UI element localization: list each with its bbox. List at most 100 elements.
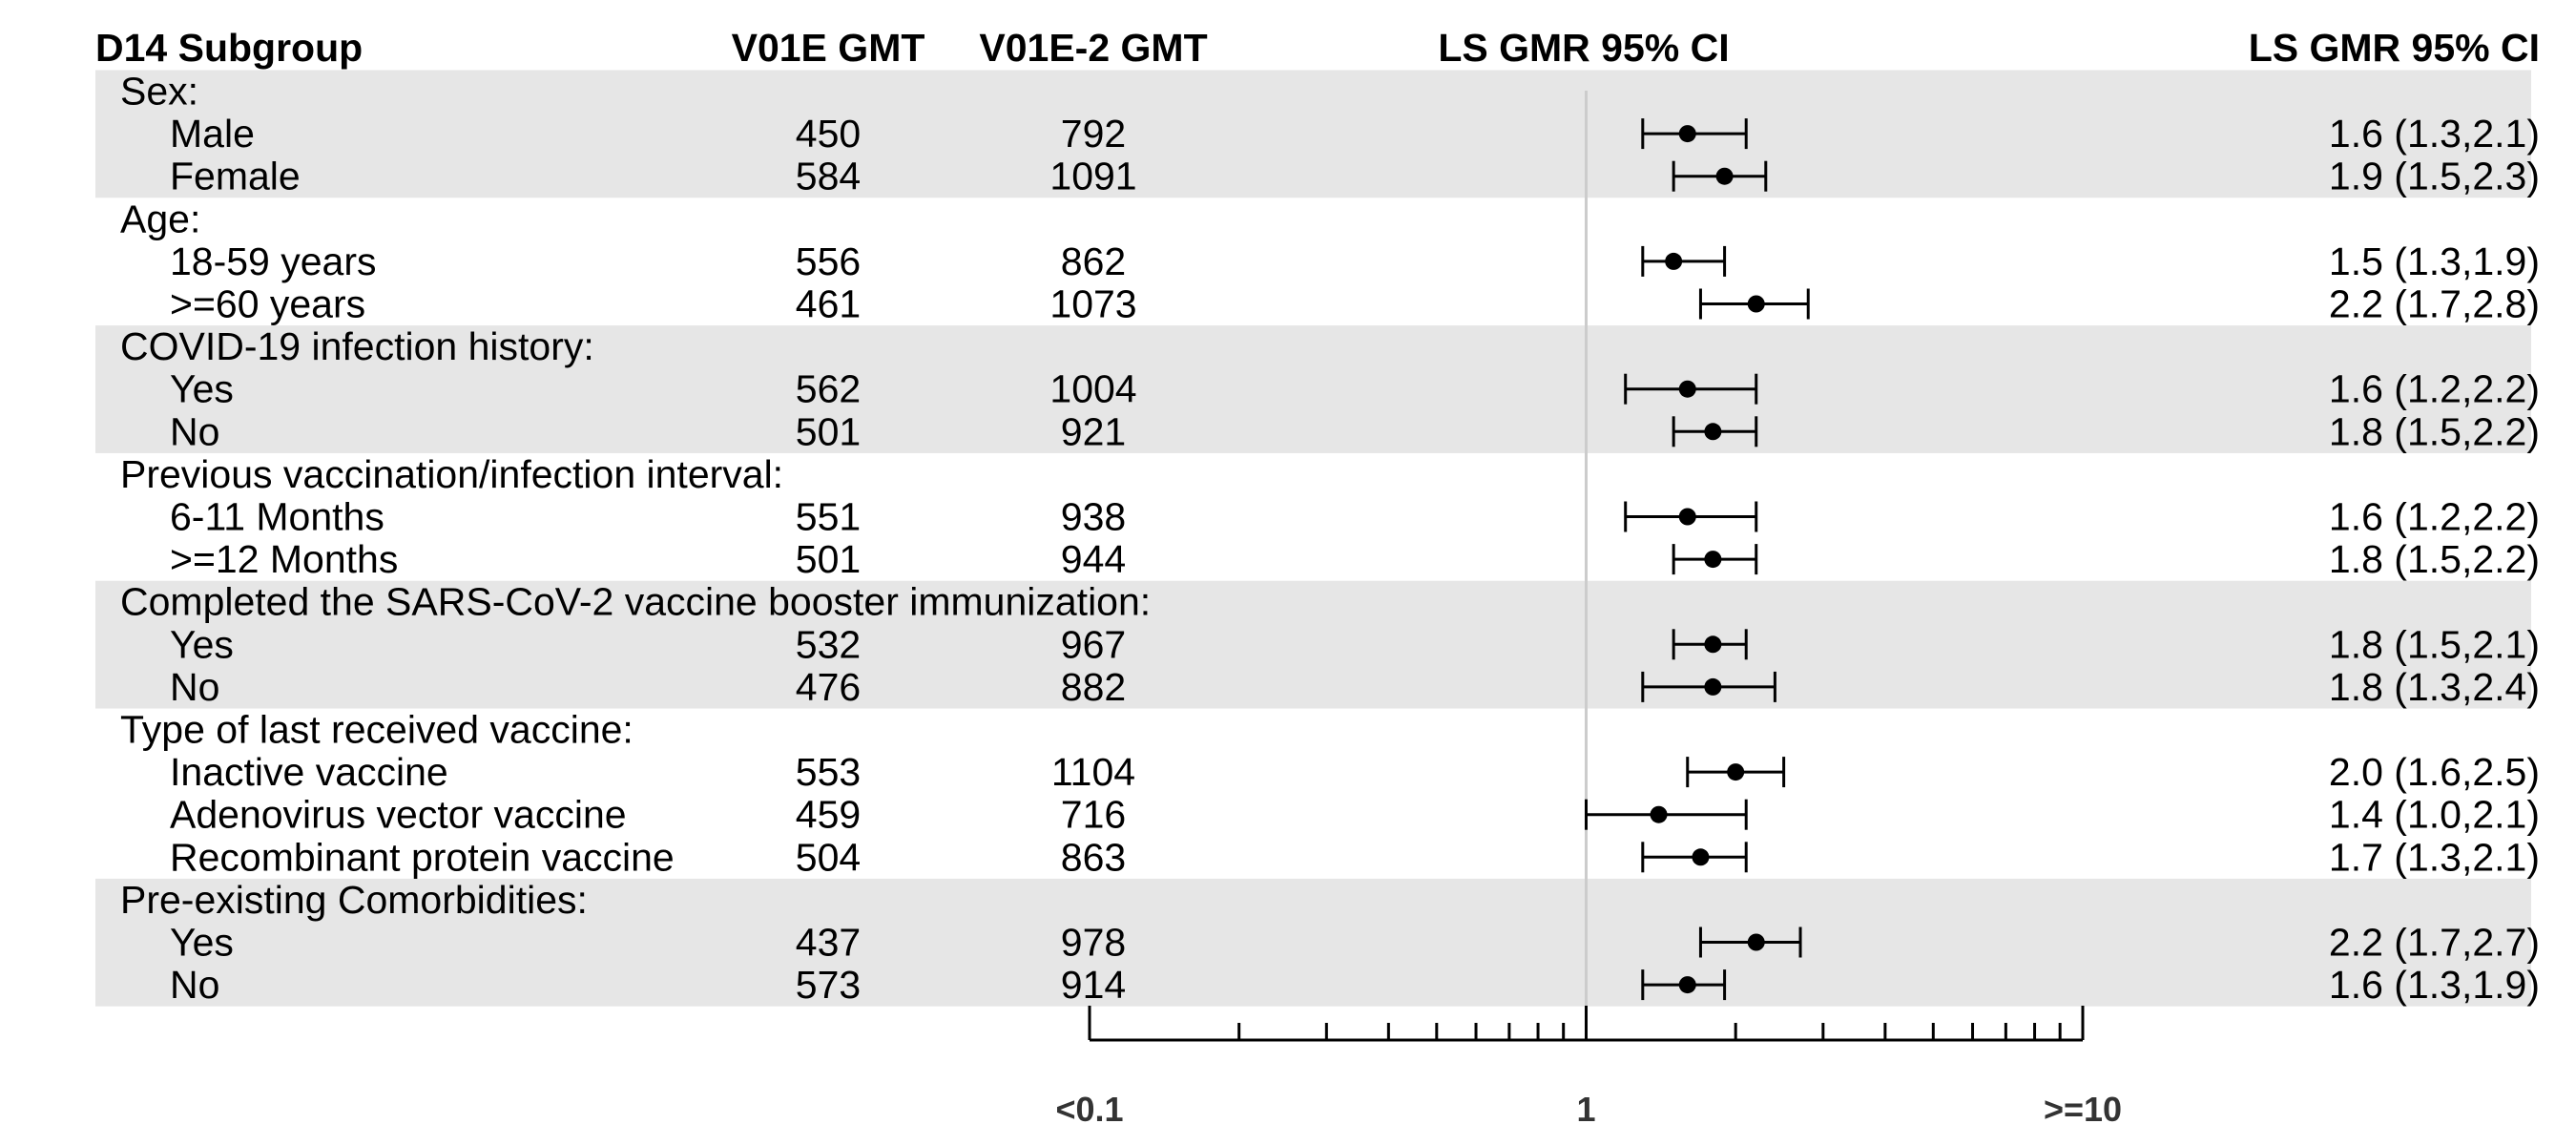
estimate-point xyxy=(1704,677,1722,696)
ci-text-value: 2.2 (1.7,2.7) xyxy=(2329,921,2540,965)
header-gmt-b: V01E-2 GMT xyxy=(979,26,1207,70)
gmt-a-value: 562 xyxy=(796,367,861,411)
gmt-b-value: 1091 xyxy=(1049,155,1136,198)
row-label: Female xyxy=(170,155,301,198)
estimate-point xyxy=(1678,380,1696,398)
header-ci-text: LS GMR 95% CI xyxy=(2249,26,2540,70)
gmt-a-value: 532 xyxy=(796,622,861,666)
ci-text-value: 1.4 (1.0,2.1) xyxy=(2329,793,2540,837)
gmt-a-value: 461 xyxy=(796,282,861,326)
group-label: Sex: xyxy=(120,70,198,114)
gmt-a-value: 459 xyxy=(796,793,861,837)
ci-text-value: 1.9 (1.5,2.3) xyxy=(2329,155,2540,198)
gmt-b-value: 863 xyxy=(1061,835,1126,879)
row-label: Recombinant protein vaccine xyxy=(170,835,675,879)
estimate-point xyxy=(1704,423,1722,441)
group-label: Previous vaccination/infection interval: xyxy=(120,452,783,496)
ci-text-value: 1.7 (1.3,2.1) xyxy=(2329,835,2540,879)
estimate-point xyxy=(1678,508,1696,526)
header-gmt-a: V01E GMT xyxy=(732,26,925,70)
gmt-a-value: 556 xyxy=(796,239,861,283)
ci-text-value: 1.8 (1.5,2.2) xyxy=(2329,537,2540,581)
gmt-a-value: 437 xyxy=(796,921,861,965)
table-rows: Sex:Male 450 792 1.6 (1.3,2.1) Female 584 1091… xyxy=(120,70,2540,1008)
gmt-b-value: 792 xyxy=(1061,112,1126,156)
row-label: 6-11 Months xyxy=(170,495,384,539)
estimate-point xyxy=(1704,635,1722,654)
ci-text-value: 1.6 (1.3,1.9) xyxy=(2329,963,2540,1007)
gmt-a-value: 573 xyxy=(796,963,861,1007)
estimate-point xyxy=(1678,125,1696,143)
gmt-b-value: 944 xyxy=(1061,537,1126,581)
gmt-a-value: 450 xyxy=(796,112,861,156)
row-label: No xyxy=(170,963,219,1007)
gmt-a-value: 553 xyxy=(796,750,861,794)
gmt-b-value: 862 xyxy=(1061,239,1126,283)
gmt-b-value: 716 xyxy=(1061,793,1126,837)
ci-text-value: 1.6 (1.3,2.1) xyxy=(2329,112,2540,156)
ci-text-value: 2.0 (1.6,2.5) xyxy=(2329,750,2540,794)
ci-text-value: 1.6 (1.2,2.2) xyxy=(2329,367,2540,411)
group-label: Completed the SARS-CoV-2 vaccine booster… xyxy=(120,580,1151,624)
estimate-point xyxy=(1665,252,1683,270)
row-label: >=60 years xyxy=(170,282,365,326)
gmt-a-value: 584 xyxy=(796,155,861,198)
gmt-b-value: 978 xyxy=(1061,921,1126,965)
gmt-a-value: 504 xyxy=(796,835,861,879)
ci-text-value: 1.8 (1.5,2.2) xyxy=(2329,409,2540,453)
row-label: Male xyxy=(170,112,255,156)
group-label: Pre-existing Comorbidities: xyxy=(120,878,588,922)
ci-text-value: 1.6 (1.2,2.2) xyxy=(2329,495,2540,539)
ci-text-value: 2.2 (1.7,2.8) xyxy=(2329,282,2540,326)
row-label: Adenovirus vector vaccine xyxy=(170,793,627,837)
row-shading xyxy=(95,70,2531,1007)
estimate-point xyxy=(1747,933,1765,951)
gmt-b-value: 967 xyxy=(1061,622,1126,666)
group-label: Age: xyxy=(120,197,200,240)
row-label: Yes xyxy=(170,367,234,411)
estimate-point xyxy=(1692,848,1710,866)
ci-text-value: 1.8 (1.5,2.1) xyxy=(2329,622,2540,666)
gmt-a-value: 501 xyxy=(796,409,861,453)
estimate-point xyxy=(1650,805,1668,823)
estimate-point xyxy=(1678,976,1696,994)
row-label: 18-59 years xyxy=(170,239,377,283)
gmt-b-value: 938 xyxy=(1061,495,1126,539)
estimate-point xyxy=(1727,763,1745,781)
tick-label: >=10 xyxy=(2044,1090,2122,1129)
group-band xyxy=(95,325,2531,453)
gmt-a-value: 501 xyxy=(796,537,861,581)
row-label: No xyxy=(170,665,219,709)
row-label: >=12 Months xyxy=(170,537,398,581)
column-headers: D14 Subgroup V01E GMT V01E-2 GMT LS GMR … xyxy=(95,26,2540,70)
row-label: Yes xyxy=(170,921,234,965)
ci-text-value: 1.5 (1.3,1.9) xyxy=(2329,239,2540,283)
group-label: COVID-19 infection history: xyxy=(120,324,594,368)
group-band xyxy=(95,878,2531,1007)
gmt-b-value: 914 xyxy=(1061,963,1126,1007)
row-label: No xyxy=(170,409,219,453)
tick-label: <0.1 xyxy=(1055,1090,1123,1129)
estimate-point xyxy=(1747,295,1765,313)
row-label: Yes xyxy=(170,622,234,666)
estimate-point xyxy=(1715,167,1734,185)
gmt-b-value: 921 xyxy=(1061,409,1126,453)
group-band xyxy=(95,70,2531,198)
estimate-point xyxy=(1704,551,1722,569)
group-band xyxy=(95,580,2531,709)
ci-text-value: 1.8 (1.3,2.4) xyxy=(2329,665,2540,709)
group-label: Type of last received vaccine: xyxy=(120,708,634,752)
gmt-a-value: 476 xyxy=(796,665,861,709)
x-axis: <0.1 1 >=10 xyxy=(1055,1006,2122,1129)
gmt-b-value: 1104 xyxy=(1051,750,1135,794)
tick-label: 1 xyxy=(1576,1090,1595,1129)
gmt-b-value: 1073 xyxy=(1049,282,1136,326)
gmt-a-value: 551 xyxy=(796,495,861,539)
header-subgroup: D14 Subgroup xyxy=(95,26,363,70)
row-label: Inactive vaccine xyxy=(170,750,448,794)
header-plot: LS GMR 95% CI xyxy=(1438,26,1729,70)
gmt-b-value: 882 xyxy=(1061,665,1126,709)
gmt-b-value: 1004 xyxy=(1049,367,1136,411)
